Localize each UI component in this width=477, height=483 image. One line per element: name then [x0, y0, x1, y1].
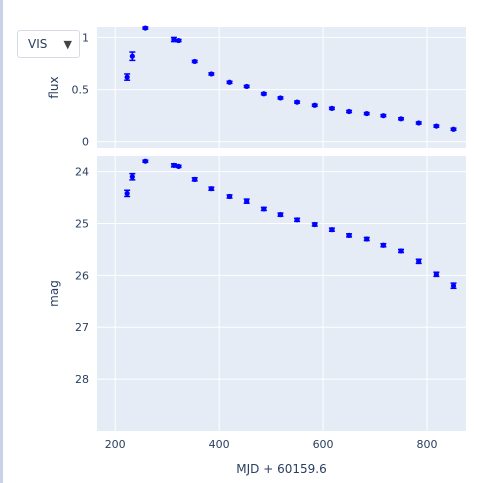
flux-y-tick-label: 0 [82, 136, 89, 149]
data-point [124, 189, 131, 198]
flux-y-axis-label: flux [47, 76, 61, 98]
x-tick-label: 200 [105, 438, 126, 451]
x-tick-label: 600 [313, 438, 334, 451]
chevron-down-icon: ▼ [63, 37, 72, 51]
mag-panel: 24 25 26 27 28 200 400 600 800 mag MJD + 60159.… [47, 156, 466, 476]
x-axis-label: MJD + 60159.6 [236, 462, 326, 476]
x-tick-label: 400 [209, 438, 230, 451]
data-point [243, 198, 250, 204]
flux-y-tick-label: 1 [82, 31, 89, 44]
data-point [208, 71, 215, 77]
x-tick-label: 800 [417, 438, 438, 451]
data-point [170, 162, 177, 168]
mag-y-tick-label: 28 [75, 373, 89, 386]
data-point [398, 116, 405, 122]
data-point [277, 212, 284, 218]
data-point [450, 282, 457, 290]
mag-y-tick-label: 27 [75, 321, 89, 334]
data-point [294, 99, 301, 105]
data-point [363, 236, 370, 242]
mag-y-tick-label: 24 [75, 166, 89, 179]
data-point [208, 186, 215, 192]
data-point [124, 73, 131, 81]
data-point [363, 110, 370, 117]
mag-y-tick-label: 25 [75, 217, 89, 230]
data-point [433, 123, 440, 129]
data-point [380, 113, 387, 119]
mag-points [124, 158, 457, 290]
data-point [346, 232, 353, 238]
data-point [433, 271, 440, 278]
data-point [243, 83, 250, 90]
data-point [450, 126, 457, 132]
mag-y-ticks: 24 25 26 27 28 [75, 166, 89, 387]
flux-plot-background [97, 27, 466, 148]
data-point [277, 95, 284, 101]
flux-y-ticks: 00.51 [72, 31, 90, 148]
data-point [191, 176, 198, 182]
flux-panel: 00.51 flux [47, 25, 466, 149]
mag-x-ticks: 200 400 600 800 [105, 438, 438, 451]
data-point [142, 25, 149, 31]
data-point [260, 206, 267, 212]
data-point [311, 102, 318, 108]
data-point [294, 217, 301, 223]
filter-dropdown-value: VIS [28, 37, 48, 51]
flux-points [124, 25, 457, 132]
data-point [415, 258, 422, 265]
left-border [0, 0, 3, 483]
flux-gridlines [97, 27, 466, 148]
data-point [226, 193, 233, 200]
mag-y-tick-label: 26 [75, 269, 89, 282]
data-point [226, 79, 233, 85]
mag-y-axis-label: mag [47, 280, 61, 307]
data-point [328, 227, 335, 233]
data-point [346, 108, 353, 115]
filter-dropdown[interactable]: VIS ▼ [17, 30, 80, 58]
data-point [175, 37, 182, 44]
data-point [260, 91, 267, 97]
data-point [129, 172, 136, 181]
data-point [191, 58, 198, 65]
data-point [328, 105, 335, 111]
data-point [380, 242, 387, 248]
data-point [129, 51, 136, 62]
flux-y-tick-label: 0.5 [72, 84, 90, 97]
data-point [175, 163, 182, 169]
data-point [142, 158, 149, 164]
mag-gridlines [97, 156, 466, 431]
data-point [398, 248, 405, 254]
data-point [415, 120, 422, 126]
mag-plot-background [97, 156, 466, 431]
data-point [311, 221, 318, 228]
